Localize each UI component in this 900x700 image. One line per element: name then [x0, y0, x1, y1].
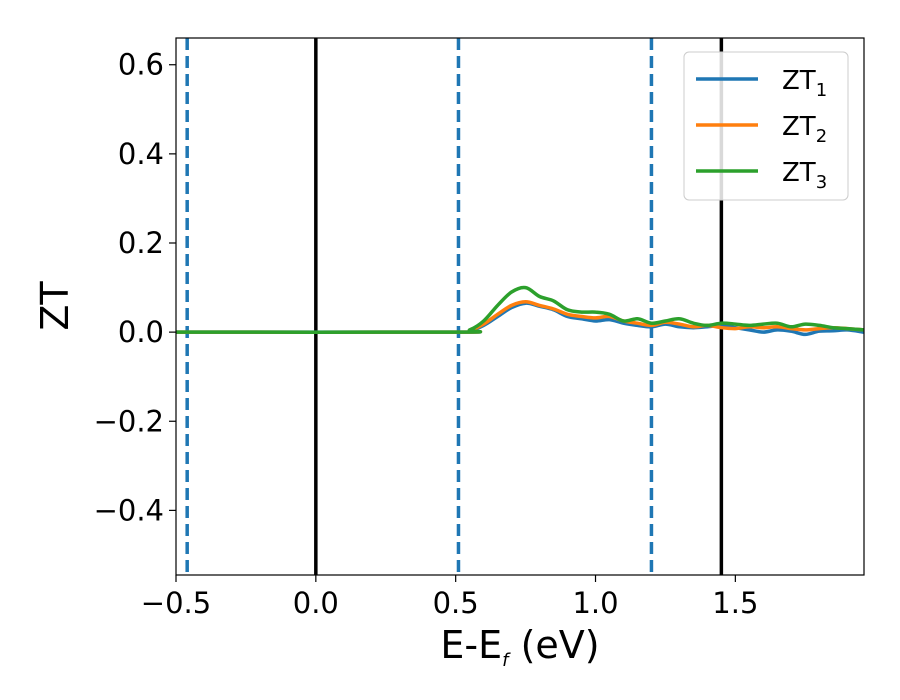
x-axis: −0.5 0.0 0.5 1.0 1.5 [141, 575, 758, 620]
plot-frame [175, 37, 865, 576]
reference-lines [185, 38, 724, 575]
series-line-zt2 [176, 300, 864, 334]
y-tick-label: 0.6 [118, 48, 164, 82]
x-axis-title-unit: (eV) [508, 623, 599, 667]
y-tick-label: 0.2 [118, 226, 164, 260]
legend: ZT1 ZT2 ZT3 [683, 51, 849, 201]
y-axis: −0.4 −0.2 0.0 0.2 0.4 0.6 [94, 48, 176, 527]
x-axis-title: E-Ef (eV) [440, 623, 599, 671]
series-line-zt1 [176, 301, 864, 337]
legend-label-zt3: ZT3 [782, 158, 827, 193]
x-axis-title-subscript: f [502, 650, 511, 671]
x-tick-label: 0.5 [433, 586, 479, 620]
y-tick-label: 0.4 [118, 137, 164, 171]
series-line-zt3 [176, 285, 864, 335]
legend-box [683, 51, 849, 201]
x-tick-label: 1.0 [572, 586, 618, 620]
x-tick-label: −0.5 [141, 586, 211, 620]
legend-label-zt1: ZT1 [782, 66, 827, 101]
y-tick-label: −0.2 [94, 404, 164, 438]
legend-label-zt2: ZT2 [782, 112, 827, 147]
y-axis-title: ZT [33, 281, 77, 331]
y-tick-label: 0.0 [118, 315, 164, 349]
y-tick-label: −0.4 [94, 493, 164, 527]
series-layer [176, 285, 864, 337]
x-tick-label: 1.5 [712, 586, 758, 620]
x-tick-label: 0.0 [293, 586, 339, 620]
x-axis-title-main: E-E [440, 623, 502, 667]
